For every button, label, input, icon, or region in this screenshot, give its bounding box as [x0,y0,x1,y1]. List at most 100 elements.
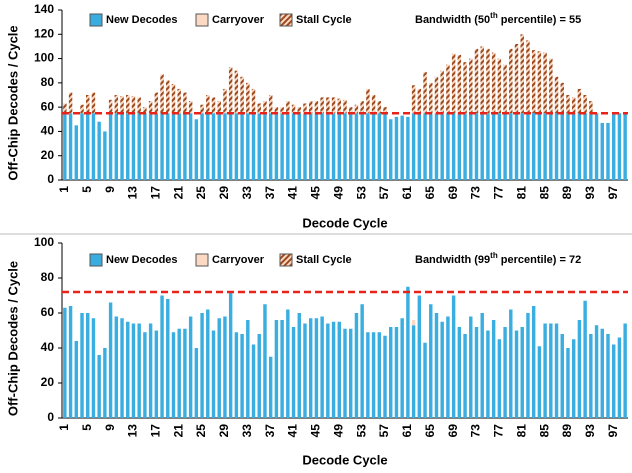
bar-segment [566,348,570,418]
x-tick-label: 9 [103,186,117,193]
bar-segment [188,316,193,418]
y-tick-label: 40 [41,124,55,138]
annotation-sup: th [490,11,498,20]
legend-swatch [195,13,209,27]
x-tick-label: 33 [240,186,254,200]
bar-segment [377,113,382,180]
bar-segment [337,98,341,114]
bar-segment [440,70,444,114]
bar-segment [520,113,524,180]
bar-segment [251,88,256,114]
bar-segment [526,40,530,114]
bar-segment [383,107,387,114]
bar-segment [411,325,416,418]
x-tick-label: 65 [423,424,437,438]
x-tick-label: 45 [309,186,323,200]
x-tick-label: 69 [446,186,460,200]
legend-label: New Decodes [106,254,178,266]
bar-segment [486,48,490,114]
bar-segment [514,330,519,418]
bar-segment [177,113,181,180]
bar-segment [246,320,250,418]
bar-segment [223,88,227,114]
bar-segment [526,313,530,418]
bar-segment [86,113,90,180]
bar-segment [200,313,204,418]
bar-segment [326,97,330,114]
bar-segment [234,113,239,180]
bar-segment [257,334,261,418]
bar-segment [497,58,502,114]
bar-segment [583,113,587,180]
bar-segment [571,113,576,180]
bar-segment [589,113,593,180]
bar-segment [91,92,96,114]
x-tick-label: 77 [492,186,506,200]
bar-segment [291,104,296,114]
bar-segment [560,113,564,180]
bar-segment [268,113,273,180]
x-tick-label: 37 [263,186,277,200]
bar-segment [417,295,422,418]
y-tick-label: 80 [41,75,55,89]
bar-segment [560,82,564,114]
bar-segment [206,309,210,418]
bar-segment [434,76,439,114]
bar-segment [200,113,204,180]
annotation: Bandwidth (99th percentile) = 72 [415,251,581,266]
y-tick-label: 20 [41,148,55,162]
bar-segment [280,320,284,418]
bar-segment [406,116,410,180]
bar-segment [600,122,604,180]
x-tick-label: 29 [217,186,231,200]
bar-segment [566,113,570,180]
bar-segment [469,316,473,418]
bar-segment [543,113,547,180]
bar-segment [331,321,336,418]
bar-segment [303,113,307,180]
bar-segment [474,48,479,114]
bar-segment [280,113,284,180]
bar-segment [337,321,341,418]
bar-segment [137,97,141,114]
x-tick-label: 89 [560,186,574,200]
bar-segment [120,96,124,114]
bar-segment [97,121,101,180]
x-tick-label: 21 [171,186,185,200]
bar-segment [211,330,216,418]
bar-segment [177,328,181,418]
x-tick-label: 45 [309,424,323,438]
bar-segment [583,95,587,114]
bar-segment [537,113,542,180]
bar-segment [623,323,627,418]
annotation-sup: th [490,251,498,260]
x-tick-label: 85 [537,424,551,438]
bar-segment [446,64,450,114]
bar-segment [217,318,221,418]
bar-segment [297,113,301,180]
bar-segment [411,113,416,180]
x-tick-label: 97 [606,186,620,200]
bar-segment [194,119,199,180]
bar-segment [228,113,233,180]
bar-segment [554,113,559,180]
bar-segment [63,113,67,180]
bar-segment [343,113,347,180]
bar-segment [160,74,164,114]
bar-segment [600,328,604,418]
bar-segment [308,101,313,114]
bar-segment [286,113,290,180]
bar-segment [228,292,233,418]
bar-segment [349,328,353,418]
bar-segment [571,339,576,418]
bar-segment [514,44,519,114]
y-tick-label: 20 [41,375,55,389]
bar-segment [126,321,130,418]
bar-segment [120,318,124,418]
bar-segment [320,97,324,114]
bar-segment [63,307,67,418]
bar-segment [617,337,622,418]
x-tick-label: 17 [149,424,163,438]
x-tick-label: 61 [400,186,414,200]
bar-segment [589,334,593,418]
